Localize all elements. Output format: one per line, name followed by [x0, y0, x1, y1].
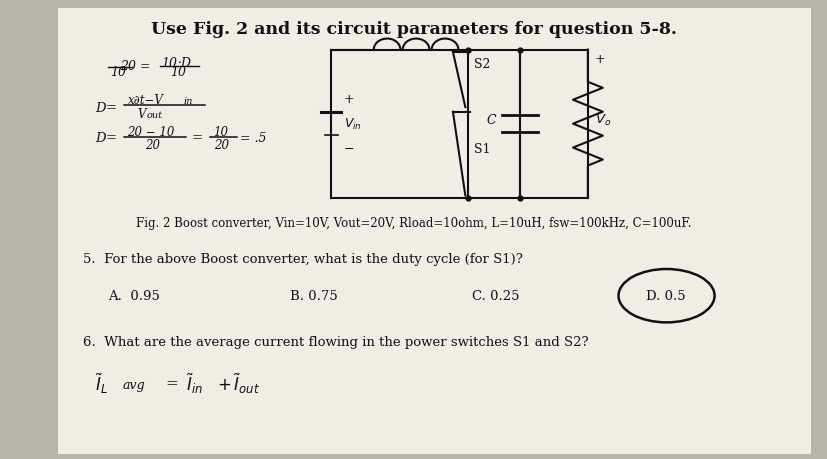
Text: out: out	[146, 111, 162, 120]
Text: $\tilde{I}_{in}$: $\tilde{I}_{in}$	[186, 371, 203, 395]
Text: 20: 20	[145, 139, 160, 152]
Text: ·D: ·D	[178, 57, 192, 70]
Text: 20: 20	[213, 139, 228, 152]
Text: =: =	[106, 101, 117, 114]
Text: =: =	[192, 131, 203, 144]
Text: 10: 10	[110, 66, 126, 78]
Text: 10: 10	[170, 66, 185, 78]
Text: D: D	[95, 131, 106, 144]
Text: $V_o$: $V_o$	[594, 112, 610, 127]
Text: +: +	[594, 53, 605, 66]
Text: = .5: = .5	[240, 131, 266, 144]
Text: x∂t−V: x∂t−V	[128, 94, 164, 106]
Text: −: −	[343, 143, 354, 156]
Text: 6.  What are the average current flowing in the power switches S1 and S2?: 6. What are the average current flowing …	[83, 336, 588, 348]
Text: 5.  For the above Boost converter, what is the duty cycle (for S1)?: 5. For the above Boost converter, what i…	[83, 253, 522, 266]
Text: 10: 10	[213, 125, 228, 138]
Text: in: in	[184, 97, 193, 106]
FancyBboxPatch shape	[58, 9, 810, 454]
Text: $\tilde{I}_L$: $\tilde{I}_L$	[95, 371, 108, 395]
Text: D. 0.5: D. 0.5	[645, 290, 685, 302]
Text: avg: avg	[122, 378, 145, 391]
Text: 20 − 10: 20 − 10	[127, 125, 174, 138]
Text: C: C	[486, 113, 496, 126]
Text: =: =	[165, 376, 178, 390]
Text: =: =	[106, 131, 117, 144]
Text: Use Fig. 2 and its circuit parameters for question 5-8.: Use Fig. 2 and its circuit parameters fo…	[151, 22, 676, 38]
Text: 10: 10	[161, 57, 177, 70]
Text: D: D	[95, 101, 106, 114]
Text: $V_{in}$: $V_{in}$	[343, 117, 361, 132]
Text: 20 =: 20 =	[120, 60, 151, 73]
Text: C. 0.25: C. 0.25	[471, 290, 519, 302]
Text: V: V	[137, 107, 146, 120]
Text: +: +	[343, 93, 354, 106]
Text: B. 0.75: B. 0.75	[289, 290, 337, 302]
Text: Fig. 2 Boost converter, Vin=10V, Vout=20V, Rload=10ohm, L=10uH, fsw=100kHz, C=10: Fig. 2 Boost converter, Vin=10V, Vout=20…	[136, 216, 691, 229]
Text: $+\,\tilde{I}_{out}$: $+\,\tilde{I}_{out}$	[217, 371, 260, 395]
Text: S1: S1	[474, 143, 490, 156]
Text: S2: S2	[474, 58, 490, 71]
Text: A.  0.95: A. 0.95	[108, 290, 160, 302]
